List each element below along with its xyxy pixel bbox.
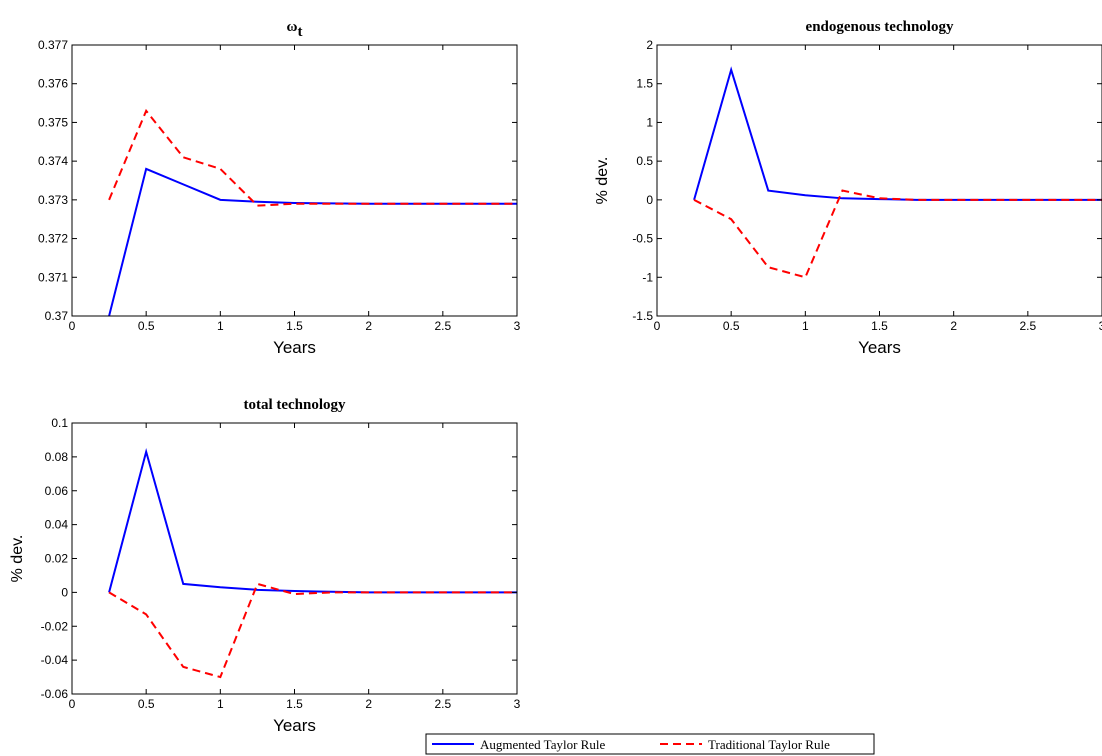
panel-1-xlabel: Years bbox=[273, 338, 316, 357]
panel-1-xtick-label: 0.5 bbox=[138, 319, 155, 333]
panel-3-xtick-label: 2 bbox=[365, 697, 372, 711]
panel-1-ytick-label: 0.377 bbox=[38, 38, 68, 52]
panel-2-xtick-label: 0.5 bbox=[723, 319, 740, 333]
panel-1-xtick-label: 3 bbox=[514, 319, 521, 333]
panel-3-ytick-label: 0.02 bbox=[45, 552, 69, 566]
panel-2-ytick-label: 0 bbox=[646, 193, 653, 207]
panel-3-xtick-label: 0 bbox=[69, 697, 76, 711]
panel-2-xtick-label: 0 bbox=[654, 319, 661, 333]
panel-3-series-augmented-line bbox=[108, 447, 517, 594]
panel-3-xtick-label: 1.5 bbox=[286, 697, 303, 711]
panel-2-ytick-label: -1 bbox=[642, 270, 653, 284]
panel-2-title: endogenous technology bbox=[806, 19, 954, 35]
panel-3-xtick-label: 3 bbox=[514, 697, 521, 711]
panel-1-title: ωt bbox=[287, 19, 303, 40]
panel-2-ytick-label: 1 bbox=[646, 115, 653, 129]
panel-1-series-traditional-line bbox=[108, 108, 517, 207]
panel-1-ytick-label: 0.371 bbox=[38, 270, 68, 284]
panel-2-ytick-label: 2 bbox=[646, 38, 653, 52]
panel-3-ytick-label: 0.08 bbox=[45, 450, 69, 464]
legend-label-traditional: Traditional Taylor Rule bbox=[708, 737, 830, 752]
panel-1: 0 0.5 1 1.5 2 2.5 3 0.37 0.371 0.372 0.373 0.374 0.3… bbox=[38, 19, 521, 357]
panel-1-title-subscript: t bbox=[297, 24, 302, 40]
panel-1-ytick-label: 0.37 bbox=[45, 309, 69, 323]
panel-2-xtick-label: 2.5 bbox=[1019, 319, 1036, 333]
panel-2-xlabel: Years bbox=[858, 338, 901, 357]
panel-1-xtick-label: 1 bbox=[217, 319, 224, 333]
panel-3-title: total technology bbox=[243, 397, 346, 413]
panel-3-ytick-label: -0.02 bbox=[41, 619, 69, 633]
panel-3-ytick-label: 0.1 bbox=[51, 416, 68, 430]
legend-label-augmented: Augmented Taylor Rule bbox=[480, 737, 605, 752]
panel-2-xtick-label: 2 bbox=[950, 319, 957, 333]
panel-3-xtick-label: 2.5 bbox=[434, 697, 451, 711]
panels: 0 0.5 1 1.5 2 2.5 3 0.37 0.371 0.372 0.373 0.374 0.3… bbox=[9, 19, 1102, 735]
panel-3-xtick-label: 0.5 bbox=[138, 697, 155, 711]
legend: Augmented Taylor Rule Traditional Taylor… bbox=[425, 733, 875, 755]
panel-2-xtick-label: 1.5 bbox=[871, 319, 888, 333]
panel-3-ytick-label: -0.04 bbox=[41, 653, 69, 667]
panel-3-ytick-label: 0.04 bbox=[45, 518, 69, 532]
panel-1-ytick-label: 0.376 bbox=[38, 77, 68, 91]
panel-2-ytick-label: 1.5 bbox=[636, 77, 653, 91]
panel-3: 0 0.5 1 1.5 2 2.5 3 -0.06 -0.04 -0.02 0 0.02 0.04 0.0… bbox=[9, 397, 521, 735]
panel-2-ytick-label: -1.5 bbox=[632, 309, 653, 323]
panel-2-ylabel: % dev. bbox=[594, 157, 611, 205]
panel-3-series-traditional-line bbox=[108, 582, 517, 679]
panel-1-xtick-label: 2.5 bbox=[434, 319, 451, 333]
panel-3-ylabel: % dev. bbox=[9, 535, 26, 583]
panel-3-xtick-label: 1 bbox=[217, 697, 224, 711]
panel-2-xtick-label: 1 bbox=[802, 319, 809, 333]
panel-2-xtick-label: 3 bbox=[1099, 319, 1102, 333]
panel-3-xlabel: Years bbox=[273, 716, 316, 735]
panel-2-ytick-label: -0.5 bbox=[632, 232, 653, 246]
panel-3-ytick-label: 0.06 bbox=[45, 484, 69, 498]
panel-1-ytick-label: 0.375 bbox=[38, 115, 68, 129]
panel-2-ytick-label: 0.5 bbox=[636, 154, 653, 168]
panel-3-ytick-label: -0.06 bbox=[41, 687, 69, 701]
panel-1-xtick-label: 1.5 bbox=[286, 319, 303, 333]
panel-1-ytick-label: 0.372 bbox=[38, 232, 68, 246]
panel-1-xtick-label: 2 bbox=[365, 319, 372, 333]
panel-1-ytick-label: 0.373 bbox=[38, 193, 68, 207]
panel-1-ytick-label: 0.374 bbox=[38, 154, 68, 168]
panel-3-ytick-label: 0 bbox=[61, 585, 68, 599]
panel-2-series-traditional-line bbox=[693, 189, 1102, 279]
panel-2: 0 0.5 1 1.5 2 2.5 3 -1.5 -1 -0.5 0 0.5 1 1.5 2 Years % d… bbox=[594, 19, 1102, 357]
panel-1-xtick-label: 0 bbox=[69, 319, 76, 333]
legend-box bbox=[425, 733, 875, 755]
